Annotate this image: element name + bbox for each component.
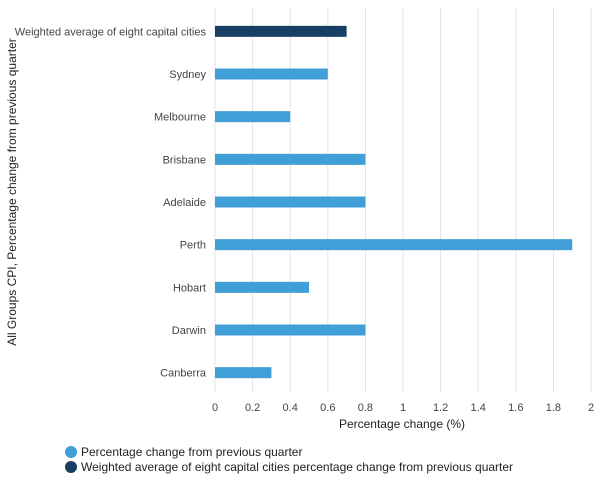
x-tick-label: 1.4 [471, 402, 486, 414]
x-tick-label: 2 [588, 402, 594, 414]
bar-melbourne[interactable] [215, 111, 291, 123]
x-axis-title: Percentage change (%) [339, 417, 465, 431]
category-label: Perth [180, 240, 206, 252]
x-tick-label: 1.2 [433, 402, 448, 414]
x-tick-labels: 0 0.2 0.4 0.6 0.8 1 1.2 1.4 1.6 1.8 2 [212, 402, 594, 414]
category-labels: Weighted average of eight capital cities… [15, 26, 207, 379]
category-label: Adelaide [163, 197, 206, 209]
legend[interactable]: Percentage change from previous quarter … [65, 445, 513, 474]
category-label: Canberra [160, 368, 207, 380]
bar-hobart[interactable] [215, 281, 309, 293]
category-label: Melbourne [154, 112, 206, 124]
category-label: Sydney [169, 69, 206, 81]
legend-item-weighted-average[interactable]: Weighted average of eight capital cities… [65, 460, 513, 474]
category-label: Weighted average of eight capital cities [15, 26, 207, 38]
legend-marker-weighted-average [65, 461, 77, 473]
x-tick-label: 0 [212, 402, 218, 414]
x-tick-label: 0.8 [358, 402, 373, 414]
bar-sydney[interactable] [215, 68, 328, 80]
bar-darwin[interactable] [215, 324, 366, 336]
bar-brisbane[interactable] [215, 153, 366, 165]
x-tick-label: 1.8 [546, 402, 561, 414]
category-label: Darwin [172, 325, 206, 337]
x-tick-label: 1 [400, 402, 406, 414]
bar-weighted-average-of-eight-capital-cities[interactable] [215, 25, 347, 37]
y-axis-title: All Groups CPI, Percentage change from p… [5, 38, 19, 346]
x-tick-label: 0.2 [245, 402, 260, 414]
x-tick-label: 1.6 [508, 402, 523, 414]
category-label: Hobart [173, 282, 206, 294]
category-label: Brisbane [163, 154, 206, 166]
bar-adelaide[interactable] [215, 196, 366, 208]
bar-canberra[interactable] [215, 367, 272, 379]
legend-label-weighted-average[interactable]: Weighted average of eight capital cities… [81, 460, 513, 474]
x-tick-label: 0.4 [283, 402, 298, 414]
bars [215, 25, 573, 379]
bar-perth[interactable] [215, 239, 573, 251]
x-tick-label: 0.6 [320, 402, 335, 414]
legend-item-percentage-change[interactable]: Percentage change from previous quarter [65, 445, 302, 459]
legend-marker-percentage-change [65, 446, 77, 458]
legend-label-percentage-change[interactable]: Percentage change from previous quarter [81, 445, 302, 459]
